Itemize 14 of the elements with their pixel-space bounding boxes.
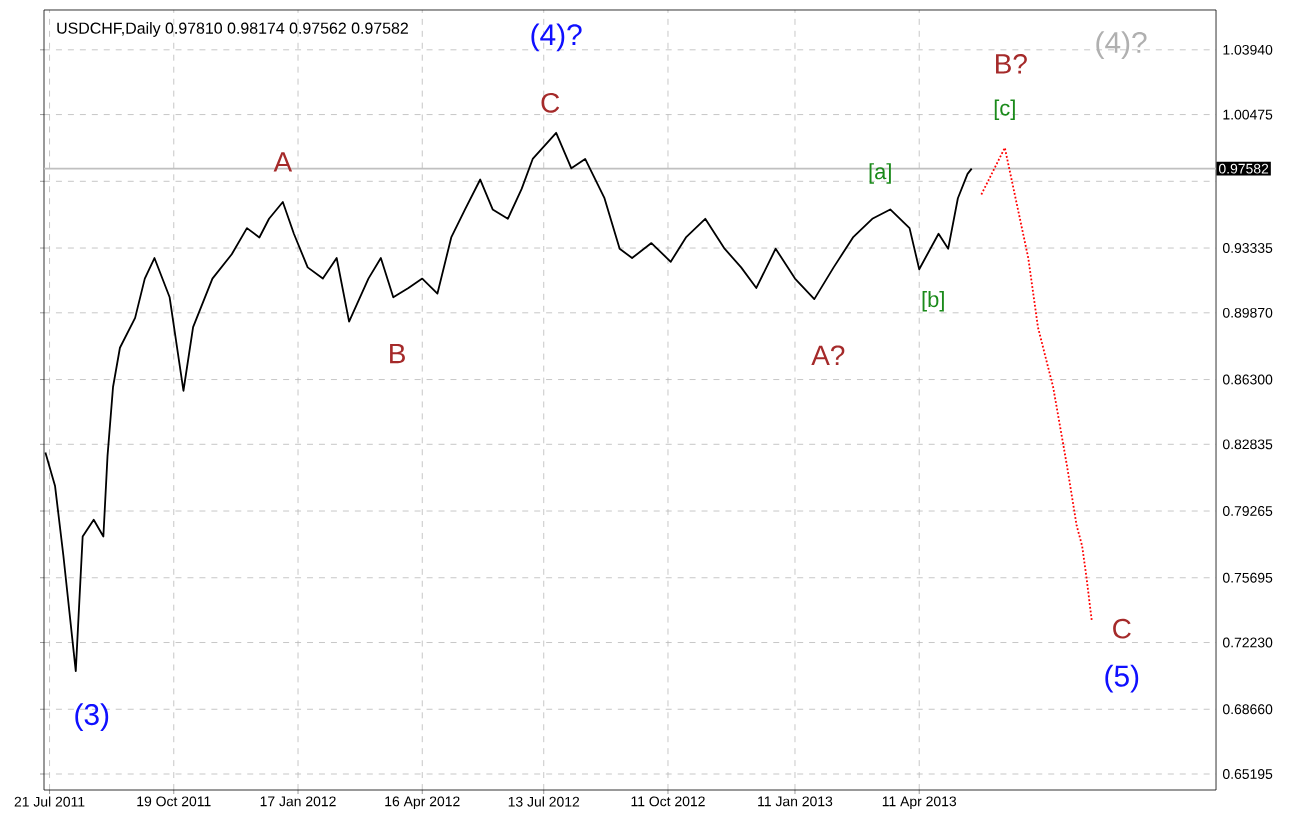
annotation: B [390, 343, 405, 364]
annotation: B? [996, 53, 1027, 74]
annotation: (4)? [531, 23, 582, 52]
annotation: (4)? [1096, 31, 1147, 60]
annotation: C [1113, 618, 1131, 639]
annotation: [b] [922, 291, 944, 312]
annotation: [c] [994, 99, 1015, 120]
annotation: A? [811, 345, 845, 365]
annotation: (5) [1105, 664, 1139, 693]
annotation: C [541, 92, 560, 113]
line-series [980, 146, 1093, 622]
annotation: [a] [869, 163, 891, 184]
annotation: A [273, 152, 293, 172]
annotation: (3) [75, 703, 109, 732]
